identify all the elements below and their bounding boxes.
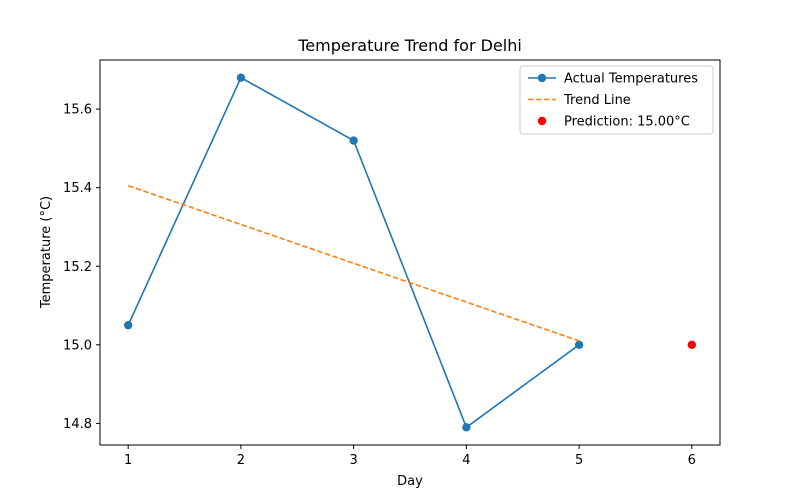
y-tick-label: 15.6 bbox=[63, 103, 92, 118]
y-tick-label: 14.8 bbox=[63, 417, 92, 432]
legend-box bbox=[519, 65, 714, 135]
data-point-actual-temperatures bbox=[462, 423, 471, 432]
y-tick-label: 15.2 bbox=[63, 260, 92, 275]
plot-area bbox=[123, 73, 697, 432]
x-tick-label: 6 bbox=[688, 453, 696, 468]
axes: 1 2 3 4 5 6 14.8 15.0 15.2 15.4 15.6 bbox=[63, 103, 696, 468]
series-line-actual-temperatures bbox=[127, 76, 580, 429]
x-tick-label: 4 bbox=[462, 453, 470, 468]
x-tick-label: 1 bbox=[124, 453, 132, 468]
y-tick-label: 15.0 bbox=[63, 338, 92, 353]
x-axis-label: Day bbox=[397, 474, 423, 489]
x-tick-label: 3 bbox=[349, 453, 357, 468]
data-point-actual-temperatures bbox=[574, 340, 584, 350]
legend-marker-prediction bbox=[537, 116, 547, 126]
legend: Actual Temperatures Trend Line Prediction:… bbox=[519, 65, 714, 135]
y-tick-label: 15.4 bbox=[63, 181, 92, 196]
legend-marker-actual-temperatures bbox=[537, 73, 547, 83]
data-point-actual-temperatures bbox=[349, 136, 358, 145]
data-point-actual-temperatures bbox=[123, 320, 133, 330]
legend-label: Actual Temperatures bbox=[564, 72, 698, 87]
y-axis-label: Temperature (°C) bbox=[39, 196, 54, 309]
x-tick-label: 2 bbox=[237, 453, 245, 468]
x-tick-label: 5 bbox=[575, 453, 583, 468]
data-point-actual-temperatures bbox=[236, 73, 246, 82]
legend-label: Prediction: 15.00°C bbox=[564, 115, 690, 130]
data-point-prediction bbox=[687, 340, 697, 350]
plot-frame bbox=[99, 59, 721, 446]
series-line-trend-line bbox=[127, 184, 580, 342]
legend-label: Trend Line bbox=[563, 93, 631, 108]
chart-title: Temperature Trend for Delhi bbox=[297, 36, 522, 55]
